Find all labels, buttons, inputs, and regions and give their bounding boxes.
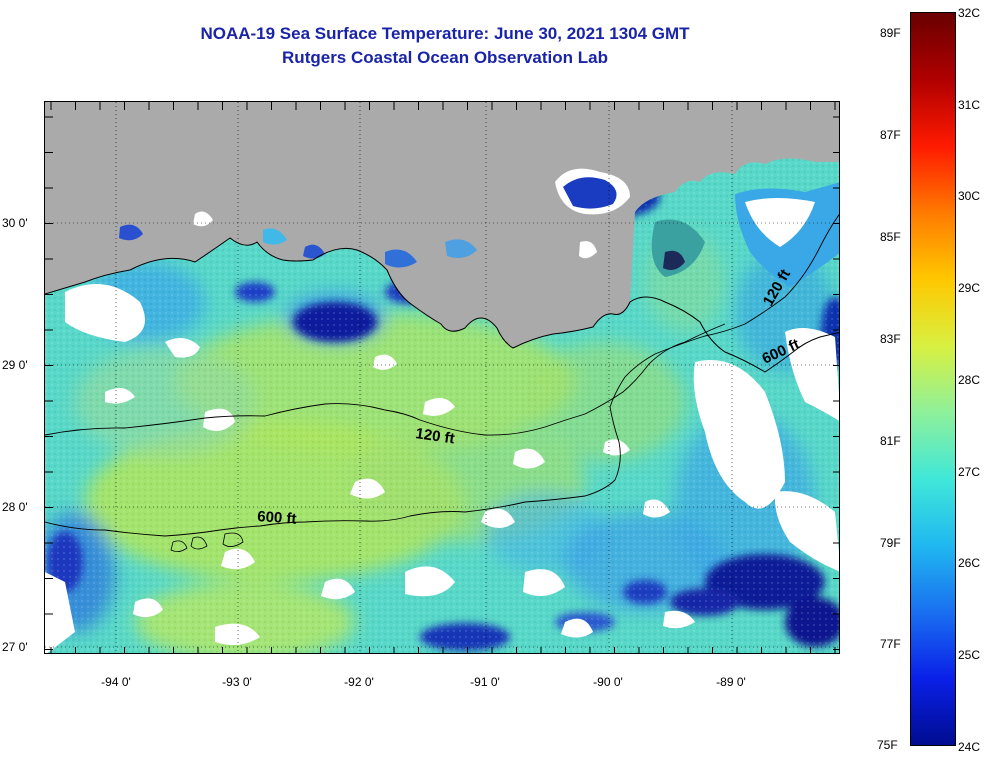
lon-label-94: -94 0' bbox=[101, 675, 131, 689]
lon-label-91: -91 0' bbox=[470, 675, 500, 689]
contour-600ft-west bbox=[45, 214, 839, 537]
land-mass bbox=[45, 102, 839, 348]
cb-c-30: 30C bbox=[958, 189, 981, 203]
cb-c-24: 24C bbox=[958, 740, 981, 754]
cb-f-85: 85F bbox=[880, 230, 901, 244]
map-title: NOAA-19 Sea Surface Temperature: June 30… bbox=[200, 24, 690, 43]
inland-water bbox=[119, 168, 839, 287]
lon-label-92: -92 0' bbox=[344, 675, 374, 689]
cb-f-89: 89F bbox=[880, 26, 901, 40]
cb-f-83: 83F bbox=[880, 332, 901, 346]
lat-label-29: 29 0' bbox=[2, 358, 28, 372]
lat-label-30: 30 0' bbox=[2, 216, 28, 230]
contour-label-120ft: 120 ft bbox=[414, 425, 455, 447]
cb-c-25: 25C bbox=[958, 648, 981, 662]
graticule bbox=[45, 102, 839, 653]
cb-c-27: 27C bbox=[958, 465, 981, 479]
temperature-colorbar bbox=[910, 12, 956, 746]
contour-label-600ft: 600 ft bbox=[257, 508, 297, 528]
lat-label-27: 27 0' bbox=[2, 640, 28, 654]
coastline bbox=[45, 237, 839, 373]
axis-ticks bbox=[45, 102, 839, 653]
cb-c-28: 28C bbox=[958, 373, 981, 387]
cb-f-81: 81F bbox=[880, 434, 901, 448]
cb-f-77: 77F bbox=[880, 637, 901, 651]
cb-f-79: 79F bbox=[880, 536, 901, 550]
cb-c-32: 32C bbox=[958, 6, 981, 20]
cb-c-29: 29C bbox=[958, 281, 981, 295]
cb-f-87: 87F bbox=[880, 128, 901, 142]
cloud-masks bbox=[45, 284, 839, 653]
sst-map[interactable]: 120 ft 600 ft 120 ft 600 ft bbox=[44, 101, 840, 654]
contour-600ft-island bbox=[170, 532, 244, 552]
lon-label-89: -89 0' bbox=[716, 675, 746, 689]
sst-map-canvas: 120 ft 600 ft 120 ft 600 ft bbox=[45, 102, 839, 653]
contour-120ft-west bbox=[45, 323, 726, 436]
cb-f-75: 75F bbox=[877, 738, 898, 752]
lat-label-28: 28 0' bbox=[2, 500, 28, 514]
cb-c-26: 26C bbox=[958, 556, 981, 570]
lon-label-93: -93 0' bbox=[222, 675, 252, 689]
map-subtitle: Rutgers Coastal Ocean Observation Lab bbox=[282, 48, 608, 67]
lon-label-90: -90 0' bbox=[593, 675, 623, 689]
cb-c-31: 31C bbox=[958, 98, 981, 112]
